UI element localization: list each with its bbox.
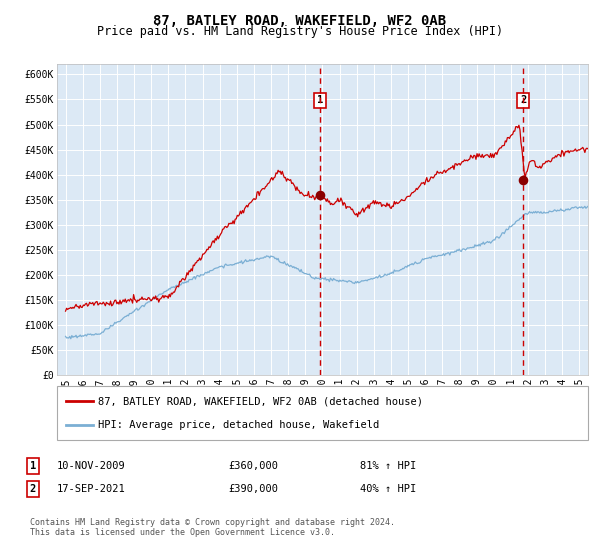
Text: HPI: Average price, detached house, Wakefield: HPI: Average price, detached house, Wake…	[98, 419, 379, 430]
Text: 2: 2	[520, 96, 526, 105]
Text: Price paid vs. HM Land Registry's House Price Index (HPI): Price paid vs. HM Land Registry's House …	[97, 25, 503, 38]
Text: 1: 1	[317, 96, 323, 105]
Text: 2: 2	[30, 484, 36, 494]
Text: 40% ↑ HPI: 40% ↑ HPI	[360, 484, 416, 494]
Point	[518, 175, 528, 184]
Text: £360,000: £360,000	[228, 461, 278, 471]
Text: 81% ↑ HPI: 81% ↑ HPI	[360, 461, 416, 471]
Text: 87, BATLEY ROAD, WAKEFIELD, WF2 0AB (detached house): 87, BATLEY ROAD, WAKEFIELD, WF2 0AB (det…	[98, 396, 423, 407]
Text: 1: 1	[30, 461, 36, 471]
Point	[316, 190, 325, 199]
Text: 10-NOV-2009: 10-NOV-2009	[57, 461, 126, 471]
Text: 17-SEP-2021: 17-SEP-2021	[57, 484, 126, 494]
Text: £390,000: £390,000	[228, 484, 278, 494]
Text: Contains HM Land Registry data © Crown copyright and database right 2024.
This d: Contains HM Land Registry data © Crown c…	[30, 518, 395, 538]
Text: 87, BATLEY ROAD, WAKEFIELD, WF2 0AB: 87, BATLEY ROAD, WAKEFIELD, WF2 0AB	[154, 14, 446, 28]
